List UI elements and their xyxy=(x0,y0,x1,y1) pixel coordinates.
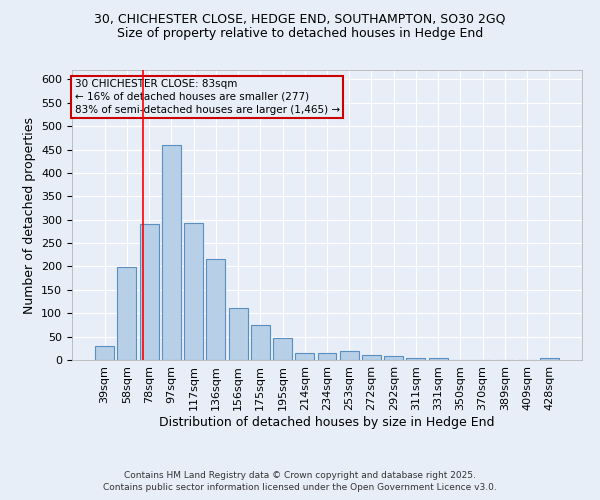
Text: Size of property relative to detached houses in Hedge End: Size of property relative to detached ho… xyxy=(117,28,483,40)
Bar xyxy=(251,325,270,360)
Bar xyxy=(384,356,403,360)
Text: 30, CHICHESTER CLOSE, HEDGE END, SOUTHAMPTON, SO30 2GQ: 30, CHICHESTER CLOSE, HEDGE END, SOUTHAM… xyxy=(94,12,506,26)
Text: 30 CHICHESTER CLOSE: 83sqm
← 16% of detached houses are smaller (277)
83% of sem: 30 CHICHESTER CLOSE: 83sqm ← 16% of deta… xyxy=(74,78,340,115)
Bar xyxy=(95,346,114,360)
Bar xyxy=(295,354,314,360)
Y-axis label: Number of detached properties: Number of detached properties xyxy=(23,116,35,314)
Bar xyxy=(340,350,359,360)
Bar xyxy=(206,258,225,360)
X-axis label: Distribution of detached houses by size in Hedge End: Distribution of detached houses by size … xyxy=(159,416,495,428)
Bar xyxy=(273,338,292,360)
Bar xyxy=(362,355,381,360)
Text: Contains HM Land Registry data © Crown copyright and database right 2025.: Contains HM Land Registry data © Crown c… xyxy=(124,471,476,480)
Bar xyxy=(162,145,181,360)
Bar xyxy=(429,358,448,360)
Bar xyxy=(140,224,158,360)
Bar xyxy=(229,308,248,360)
Bar xyxy=(540,358,559,360)
Bar xyxy=(317,353,337,360)
Text: Contains public sector information licensed under the Open Government Licence v3: Contains public sector information licen… xyxy=(103,484,497,492)
Bar xyxy=(184,223,203,360)
Bar xyxy=(118,268,136,360)
Bar xyxy=(406,358,425,360)
